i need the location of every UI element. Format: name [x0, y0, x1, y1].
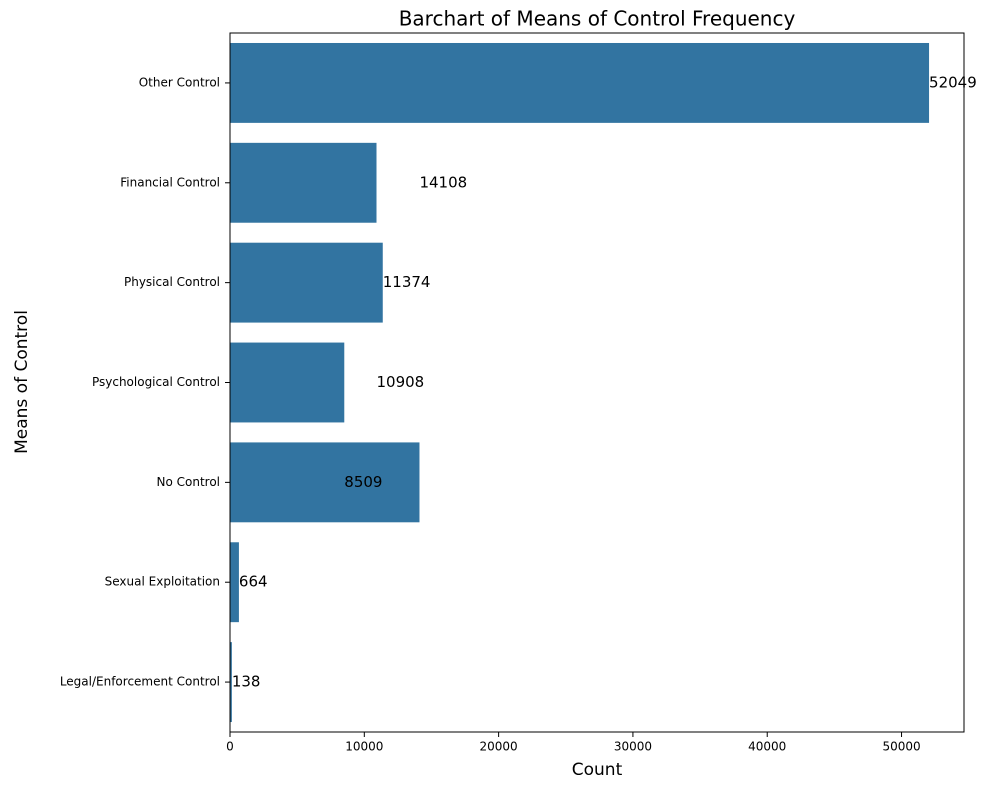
bar-annotation: 11374 — [383, 273, 431, 291]
bar-annotation: 14108 — [419, 173, 467, 191]
x-axis-label: Count — [572, 760, 623, 780]
y-tick-label: No Control — [156, 475, 220, 489]
y-tick-label: Sexual Exploitation — [105, 575, 220, 589]
x-tick-label: 50000 — [882, 740, 920, 754]
x-tick-label: 0 — [226, 740, 234, 754]
x-tick-label: 30000 — [614, 740, 652, 754]
y-tick-label: Other Control — [139, 75, 220, 89]
bar — [230, 642, 232, 723]
y-tick-label: Legal/Enforcement Control — [60, 675, 220, 689]
y-tick-label: Financial Control — [120, 175, 220, 189]
bar — [230, 242, 383, 323]
bar-annotation: 138 — [232, 673, 261, 691]
bar — [230, 42, 930, 123]
x-tick-label: 20000 — [480, 740, 518, 754]
bar — [230, 542, 239, 623]
y-tick-label: Physical Control — [124, 275, 220, 289]
bar — [230, 342, 345, 423]
x-tick-label: 10000 — [345, 740, 383, 754]
bar-annotation: 52049 — [929, 73, 977, 91]
bar — [230, 142, 377, 223]
bar-annotation: 10908 — [377, 373, 425, 391]
bar-annotation: 8509 — [344, 473, 382, 491]
bar — [230, 442, 420, 523]
y-axis-label: Means of Control — [12, 310, 32, 454]
chart-title: Barchart of Means of Control Frequency — [399, 7, 796, 31]
x-tick-label: 40000 — [748, 740, 786, 754]
y-tick-label: Psychological Control — [92, 375, 220, 389]
bar-annotation: 664 — [239, 573, 268, 591]
plot-frame — [229, 32, 965, 733]
